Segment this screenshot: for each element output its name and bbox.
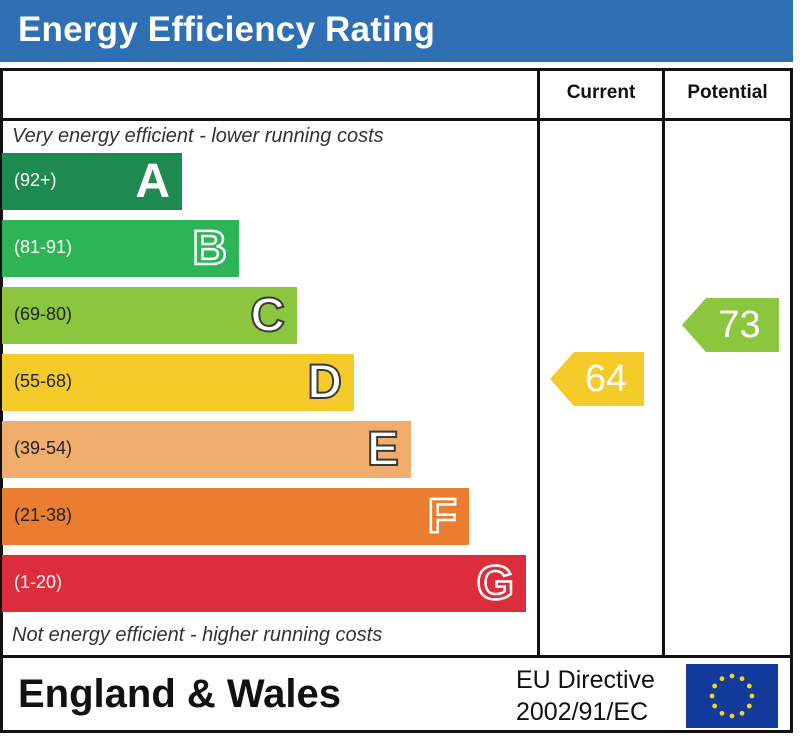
current-column-header: Current	[566, 82, 636, 103]
directive-line-2: 2002/91/EC	[516, 698, 649, 726]
caption-bottom: Not energy efficient - higher running co…	[12, 624, 383, 646]
band-letter: F	[426, 489, 458, 545]
potential-rating-pointer-shape	[682, 298, 779, 352]
footer-divider	[0, 655, 793, 658]
flag-star	[712, 683, 718, 689]
flag-star	[746, 703, 752, 709]
flag-star	[746, 683, 752, 689]
band-letter: A	[135, 155, 170, 208]
caption-top: Very energy efficient - lower running co…	[12, 125, 384, 147]
band-letter: E	[366, 422, 400, 477]
flag-star	[739, 710, 745, 716]
band-range-label: (1-20)	[14, 572, 63, 592]
band-range-label: (55-68)	[14, 371, 73, 391]
band-c: (69-80) C	[2, 287, 297, 344]
band-g: (1-20) G	[2, 555, 526, 612]
potential-rating-pointer: 73	[682, 298, 779, 352]
eu-flag-icon	[686, 664, 778, 728]
flag-star	[709, 693, 715, 699]
header-bar: Energy Efficiency Rating	[0, 0, 793, 62]
band-f: (21-38) F	[2, 488, 469, 545]
current-rating-pointer: 64	[550, 352, 644, 406]
band-range-label: (81-91)	[14, 237, 73, 257]
header-divider	[0, 118, 793, 121]
flag-star	[712, 703, 718, 709]
band-letter: D	[306, 355, 343, 410]
band-letter: B	[191, 221, 228, 277]
flag-star	[729, 673, 735, 679]
band-range-label: (21-38)	[14, 505, 73, 525]
band-a: (92+) A	[2, 153, 182, 210]
page-title: Energy Efficiency Rating	[18, 10, 436, 49]
potential-column-header: Potential	[687, 82, 768, 103]
band-b: (81-91) B	[2, 220, 239, 277]
footer-directive: EU Directive 2002/91/EC	[516, 664, 655, 728]
band-range-label: (69-80)	[14, 304, 73, 324]
band-range-label: (39-54)	[14, 438, 73, 458]
flag-star	[719, 710, 725, 716]
current-column-divider	[537, 68, 540, 658]
flag-star	[739, 676, 745, 682]
band-range-label: (92+)	[14, 170, 57, 190]
flag-star	[719, 676, 725, 682]
flag-star	[749, 693, 755, 699]
potential-column-divider	[662, 68, 665, 658]
band-e: (39-54) E	[2, 421, 411, 478]
band-letter: G	[475, 556, 515, 612]
footer-country: England & Wales	[18, 672, 342, 716]
current-rating-pointer-shape	[550, 352, 644, 406]
band-d: (55-68) D	[2, 354, 354, 411]
directive-line-1: EU Directive	[516, 666, 655, 694]
band-letter: C	[249, 288, 286, 343]
potential-rating-pointer-value: 73	[718, 304, 761, 346]
current-rating-pointer-value: 64	[584, 358, 628, 400]
flag-star	[729, 713, 735, 719]
